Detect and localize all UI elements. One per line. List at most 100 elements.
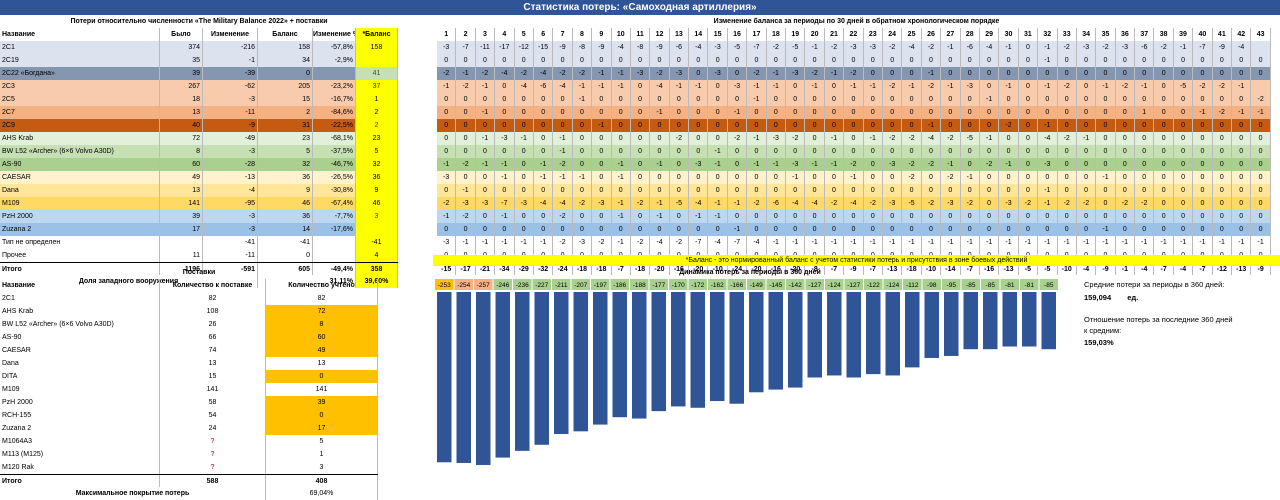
- losses-row: Тип не определен -41 -41 -41: [0, 236, 398, 249]
- period-cell: 0: [1038, 106, 1058, 119]
- bar-label-bg: [435, 279, 454, 290]
- period-cell: 0: [1174, 197, 1194, 210]
- period-cell: -1: [553, 132, 573, 145]
- period-total: -7: [825, 263, 845, 275]
- period-cell: 0: [1232, 93, 1252, 106]
- period-cell: [1251, 80, 1271, 93]
- period-cell: 0: [883, 93, 903, 106]
- bar-value-label: -85: [1044, 282, 1054, 289]
- period-cell: 0: [1116, 106, 1136, 119]
- period-cell: -1: [728, 223, 748, 236]
- period-cell: 0: [1154, 171, 1174, 184]
- periods-row: 0 0 0 0 0 0 0 0 0 0 0 0 0 0 0 -1 0 0 0 0 0 0 0 0 0 0 0 0 0 0 0 0 0 0 -1 0 0 0…: [437, 223, 1271, 236]
- period-total: -4: [1077, 263, 1097, 275]
- period-cell: 0: [689, 171, 709, 184]
- losses-row: CAESAR 49 -13 36 -26,5% 36: [0, 171, 398, 184]
- period-cell: 0: [844, 106, 864, 119]
- period-cell: -4: [844, 197, 864, 210]
- period-cell: -1: [864, 236, 883, 249]
- period-cell: 0: [1251, 184, 1271, 197]
- period-cell: 0: [1135, 223, 1155, 236]
- period-cell: 0: [631, 119, 651, 132]
- period-cell: 0: [689, 223, 709, 236]
- period-cell: 0: [573, 132, 593, 145]
- losses-cell-was: 141: [160, 197, 203, 210]
- bar: [690, 292, 705, 408]
- period-cell: 0: [825, 210, 845, 223]
- period-cell: -3: [1038, 158, 1058, 171]
- period-total: -20: [747, 263, 767, 275]
- losses-cell-name: PzH 2000: [0, 210, 160, 223]
- period-cell: 0: [689, 54, 709, 67]
- losses-cell-bal: 36: [258, 210, 313, 223]
- period-number: 29: [980, 28, 1000, 41]
- delivery-accounted: 60: [266, 331, 378, 344]
- losses-cell-nb: 32: [356, 158, 398, 171]
- period-cell: -1: [747, 80, 767, 93]
- period-cell: 0: [922, 223, 942, 236]
- period-number: 9: [592, 28, 612, 41]
- bar-value-label: -166: [730, 282, 743, 289]
- period-number: 11: [631, 28, 651, 41]
- period-cell: -1: [980, 132, 1000, 145]
- periods-row: -1 -2 -1 -1 0 -1 -2 0 0 -1 0 -1 0 -3 -1 0 -1 -1 -3 -1 -1 -2 0-…: [437, 158, 1271, 171]
- period-cell: -1: [767, 80, 787, 93]
- period-cell: -8: [573, 41, 593, 54]
- bar: [456, 292, 471, 463]
- bar-value-label: -124: [828, 282, 841, 289]
- period-cell: 0: [708, 93, 728, 106]
- period-cell: -6: [767, 197, 787, 210]
- bar-value-label: -112: [906, 282, 919, 289]
- period-cell: -1: [922, 119, 942, 132]
- period-cell: 0: [1135, 132, 1155, 145]
- deliveries-row: BW L52 «Archer» (6×6 Volvo A30D) 26 8: [0, 318, 378, 331]
- period-cell: 0: [844, 54, 864, 67]
- period-total: -13: [1232, 263, 1252, 275]
- period-cell: -6: [961, 41, 980, 54]
- period-cell: 0: [767, 54, 787, 67]
- losses-row: Zuzana 2 17 -3 14 -17,6%: [0, 223, 398, 236]
- period-cell: -2: [941, 132, 961, 145]
- period-cell: -1: [553, 171, 573, 184]
- title-bar: Статистика потерь: «Самоходная артиллери…: [0, 0, 1280, 15]
- period-cell: 0: [1019, 171, 1039, 184]
- period-total: -13: [999, 263, 1019, 275]
- period-cell: -1: [941, 158, 961, 171]
- period-cell: 0: [980, 54, 1000, 67]
- bar: [885, 292, 900, 376]
- period-cell: -4: [747, 236, 767, 249]
- period-cell: -3: [1116, 41, 1136, 54]
- period-cell: 0: [476, 54, 496, 67]
- period-cell: 0: [670, 119, 690, 132]
- period-cell: 0: [805, 145, 825, 158]
- period-cell: 1: [1135, 106, 1155, 119]
- losses-cell-name: Прочее: [0, 249, 160, 262]
- period-cell: 0: [999, 106, 1019, 119]
- period-number: 33: [1058, 28, 1077, 41]
- period-cell: 0: [825, 80, 845, 93]
- period-cell: -1: [980, 93, 1000, 106]
- losses-cell-name: 2С7: [0, 106, 160, 119]
- period-cell: 0: [825, 145, 845, 158]
- period-cell: -2: [844, 67, 864, 80]
- period-cell: -1: [1038, 41, 1058, 54]
- period-cell: -11: [476, 41, 496, 54]
- period-cell: -1: [437, 80, 457, 93]
- period-cell: -1: [902, 80, 922, 93]
- period-cell: 0: [1193, 171, 1213, 184]
- bar-value-label: -149: [750, 282, 763, 289]
- period-cell: 0: [515, 54, 534, 67]
- period-cell: 0: [922, 106, 942, 119]
- bar-value-label: -172: [691, 282, 704, 289]
- period-cell: 0: [902, 54, 922, 67]
- delivery-qty: 141: [160, 383, 266, 396]
- period-cell: 0: [631, 171, 651, 184]
- period-cell: 0: [825, 184, 845, 197]
- period-cell: 0: [941, 67, 961, 80]
- period-cell: 0: [728, 145, 748, 158]
- period-total: -4: [1135, 263, 1155, 275]
- losses-cell-name: Dana: [0, 184, 160, 197]
- losses-cell-name: M109: [0, 197, 160, 210]
- period-cell: -1: [1232, 106, 1252, 119]
- period-cell: -1: [864, 80, 883, 93]
